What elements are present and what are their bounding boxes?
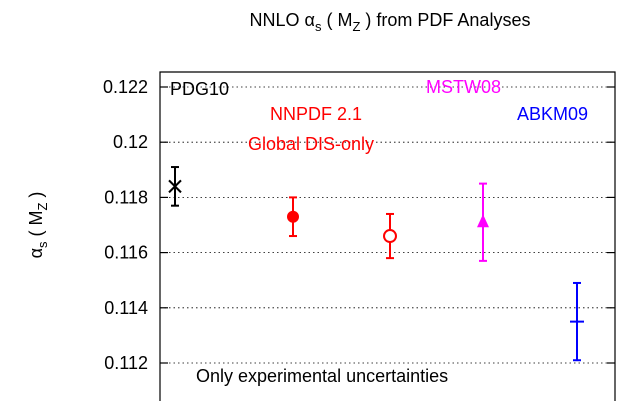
chart-title: NNLO αs ( MZ ) from PDF Analyses xyxy=(250,10,531,34)
y-axis: 0.112 0.114 0.116 0.118 0.12 0.122 xyxy=(103,77,615,373)
marker-open-circle xyxy=(383,229,397,244)
y-tick-label: 0.116 xyxy=(104,243,148,263)
data-point-abkm09 xyxy=(570,281,584,362)
data-point-pdg10 xyxy=(168,166,182,207)
data-points xyxy=(168,166,584,362)
y-tick-label: 0.118 xyxy=(104,187,148,207)
label-mstw08: MSTW08 xyxy=(426,77,501,97)
y-tick-label: 0.114 xyxy=(104,298,148,318)
label-pdg10: PDG10 xyxy=(170,79,229,99)
data-point-nnpdf-2-1-dis-only xyxy=(383,212,397,260)
marker-filled-circle xyxy=(287,210,299,223)
marker-plus xyxy=(570,314,584,329)
marker-filled-triangle xyxy=(477,214,489,228)
y-tick-label: 0.122 xyxy=(103,77,148,97)
y-tick-label: 0.12 xyxy=(113,132,148,152)
grid xyxy=(160,86,615,364)
label-nnpdf-sub: Global DIS-only xyxy=(248,134,374,154)
data-point-mstw08 xyxy=(477,182,489,262)
label-abkm09: ABKM09 xyxy=(517,104,588,124)
label-nnpdf: NNPDF 2.1 xyxy=(270,104,362,124)
marker-x xyxy=(168,179,182,194)
note-experimental-uncertainties: Only experimental uncertainties xyxy=(196,366,448,386)
y-tick-label: 0.112 xyxy=(104,353,148,373)
y-axis-label: αs ( MZ ) xyxy=(26,192,50,259)
data-point-nnpdf-2-1-global xyxy=(287,196,299,238)
plot-frame xyxy=(159,71,616,401)
